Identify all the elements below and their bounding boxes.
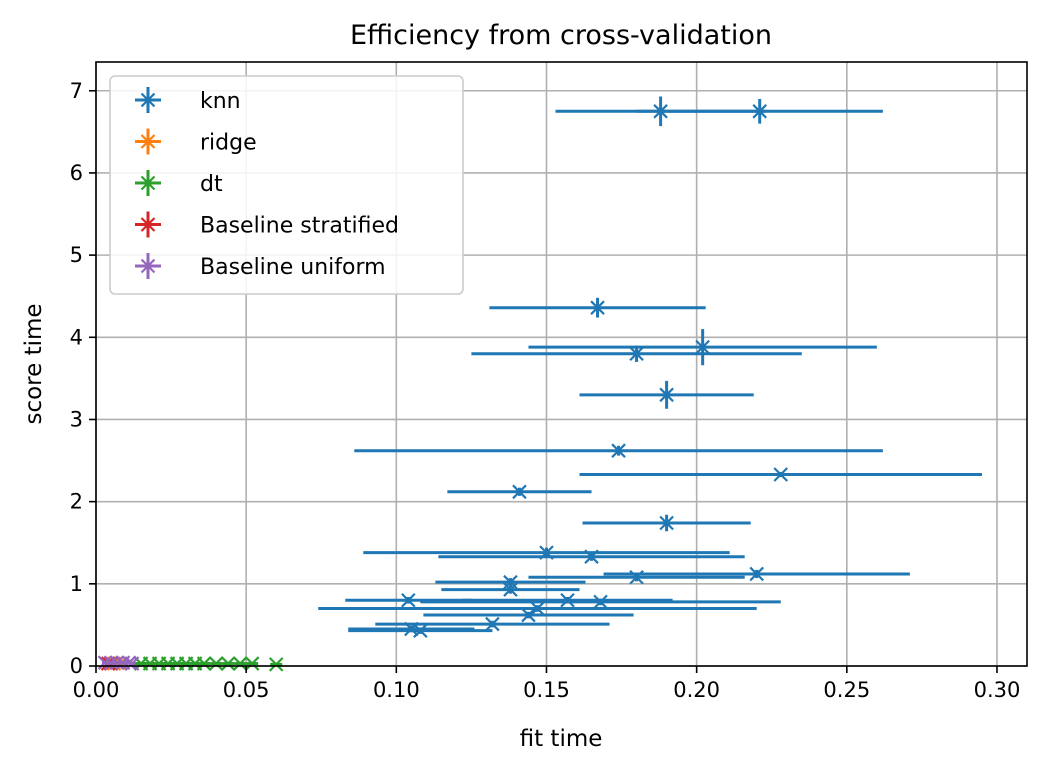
data-point <box>521 607 536 623</box>
legend-marker <box>140 134 156 149</box>
data-point <box>121 655 137 670</box>
y-tick-label: 7 <box>70 79 83 103</box>
x-tick-label: 0.15 <box>523 678 570 702</box>
series-2 <box>133 656 284 672</box>
x-tick-label: 0.05 <box>223 678 270 702</box>
data-point <box>611 443 626 458</box>
y-axis-label: score time <box>21 303 47 424</box>
data-point <box>232 656 248 671</box>
x-tick-label: 0.20 <box>673 678 720 702</box>
data-point <box>659 387 674 403</box>
data-point <box>109 655 125 670</box>
data-point <box>560 592 575 608</box>
x-tick-label: 0.25 <box>823 678 870 702</box>
x-tick-label: 0.10 <box>373 678 420 702</box>
data-point <box>629 346 644 362</box>
y-tick-label: 0 <box>70 654 83 678</box>
data-point <box>220 656 236 671</box>
x-tick-label: 0.00 <box>73 678 120 702</box>
data-point <box>413 623 428 638</box>
data-point <box>749 566 764 582</box>
data-point <box>401 592 416 608</box>
legend-label: ridge <box>200 131 257 156</box>
data-point <box>97 655 113 670</box>
legend-label: knn <box>200 89 241 114</box>
data-point <box>103 655 119 670</box>
data-point <box>695 339 710 355</box>
data-point <box>503 582 518 597</box>
legend-marker <box>140 217 156 232</box>
chart-title: Efficiency from cross-validation <box>350 20 772 51</box>
series-4 <box>97 655 140 671</box>
x-axis-label: fit time <box>520 726 603 752</box>
data-point <box>584 549 599 564</box>
plot-area <box>97 96 982 672</box>
legend-label: dt <box>200 172 223 197</box>
data-point <box>590 300 605 315</box>
data-point <box>485 616 500 632</box>
data-point <box>659 515 674 531</box>
axis-ticks: 0.00 0.05 0.10 0.15 0.20 0.25 0.30 0 1 2 3 4 5 6 7 <box>70 79 1021 702</box>
legend-label: Baseline uniform <box>200 255 386 280</box>
y-tick-label: 4 <box>70 325 83 349</box>
y-tick-label: 3 <box>70 407 83 431</box>
legend-label: Baseline stratified <box>200 214 399 239</box>
series-0 <box>318 96 982 638</box>
data-point <box>196 656 212 671</box>
data-point <box>593 594 608 610</box>
data-point <box>124 656 140 671</box>
legend-box <box>109 75 464 295</box>
y-tick-label: 1 <box>70 572 83 596</box>
legend-marker <box>140 92 156 108</box>
data-point <box>208 656 224 671</box>
data-point <box>244 656 260 671</box>
data-point <box>752 104 767 119</box>
y-tick-label: 2 <box>70 490 83 514</box>
y-tick-label: 5 <box>70 243 83 267</box>
legend: knn ridge dt Baseline stratified Baseline un… <box>109 75 464 295</box>
legend-marker <box>140 258 156 274</box>
data-point <box>773 467 789 482</box>
data-point <box>530 601 545 616</box>
plot-frame <box>95 61 1028 667</box>
legend-marker <box>140 175 156 191</box>
x-tick-label: 0.30 <box>974 678 1021 702</box>
data-point <box>268 657 284 672</box>
data-point <box>629 569 644 585</box>
y-tick-label: 6 <box>70 161 83 185</box>
data-point <box>512 484 527 500</box>
